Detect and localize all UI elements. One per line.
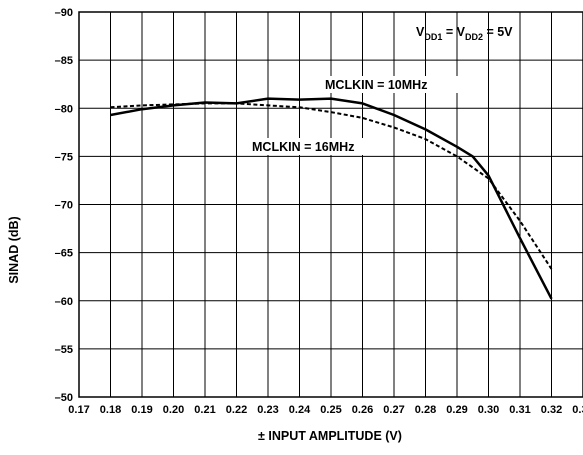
- cond-mid: = V: [442, 25, 465, 39]
- y-tick-label: –75: [55, 151, 73, 163]
- y-tick-label: –85: [55, 55, 73, 67]
- x-tick-label: 0.18: [100, 404, 121, 416]
- series-line-16mhz: [110, 102, 553, 270]
- x-tick-label: 0.26: [352, 404, 373, 416]
- cond-v1: V: [416, 25, 425, 39]
- x-tick-label: 0.17: [68, 404, 89, 416]
- series-lines: [110, 97, 553, 300]
- cond-sub2: DD2: [465, 32, 483, 42]
- y-tick-label: –60: [55, 296, 73, 308]
- cond-tail: = 5V: [483, 25, 513, 39]
- y-tick-labels: –90 –85 –80 –75 –70 –65 –60 –55 –50: [55, 7, 73, 404]
- series-label-10mhz: MCLKIN = 10MHz: [325, 78, 427, 92]
- x-tick-label: 0.29: [446, 404, 467, 416]
- x-tick-label: 0.27: [383, 404, 404, 416]
- x-tick-label: 0.19: [131, 404, 152, 416]
- y-tick-label: –65: [55, 248, 73, 260]
- x-tick-label: 0.31: [509, 404, 530, 416]
- cond-sub1: DD1: [424, 32, 442, 42]
- x-axis-label: ± INPUT AMPLITUDE (V): [258, 429, 402, 443]
- y-tick-label: –70: [55, 200, 73, 212]
- x-tick-label: 0.20: [163, 404, 184, 416]
- y-tick-label: –55: [55, 344, 73, 356]
- x-tick-label: 0.28: [415, 404, 436, 416]
- x-tick-labels: 0.17 0.18 0.19 0.20 0.21 0.22 0.23 0.24 0.25 0.26…: [68, 404, 583, 416]
- x-tick-label: 0.21: [194, 404, 215, 416]
- supply-condition-label: VDD1 = VDD2 = 5V: [416, 25, 513, 42]
- x-tick-label: 0.33: [572, 404, 583, 416]
- y-tick-label: –50: [55, 392, 73, 404]
- x-tick-label: 0.32: [541, 404, 562, 416]
- series-label-16mhz: MCLKIN = 16MHz: [252, 140, 354, 154]
- x-tick-label: 0.30: [478, 404, 499, 416]
- plot-frame: [78, 11, 583, 398]
- y-tick-label: –80: [55, 103, 73, 115]
- y-tick-label: –90: [55, 7, 73, 19]
- x-tick-label: 0.23: [257, 404, 278, 416]
- x-tick-label: 0.22: [226, 404, 247, 416]
- x-tick-label: 0.25: [320, 404, 341, 416]
- y-axis-label: SINAD (dB): [7, 216, 21, 283]
- x-tick-label: 0.24: [289, 404, 311, 416]
